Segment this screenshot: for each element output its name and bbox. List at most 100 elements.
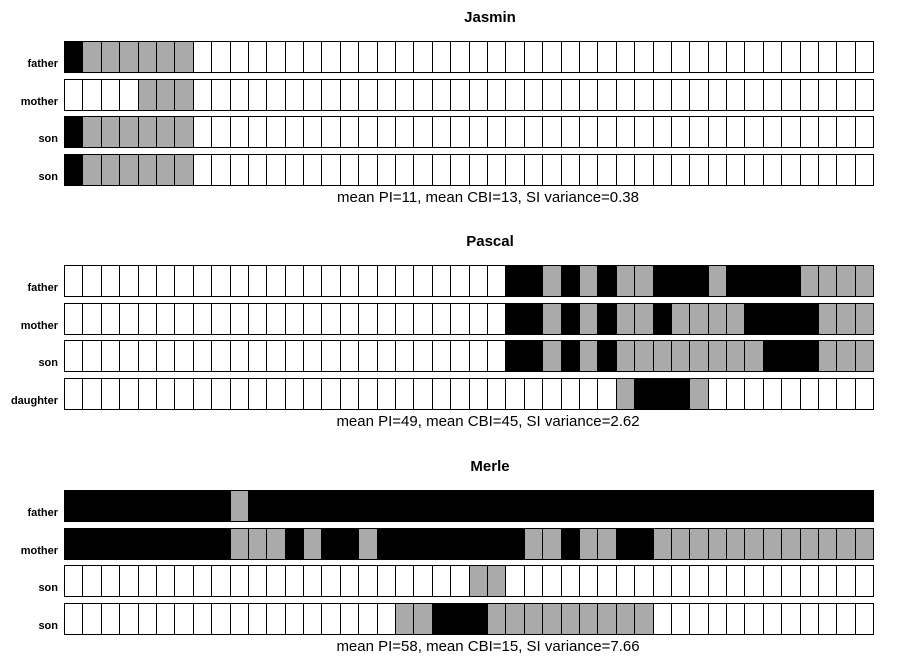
heatmap-cell xyxy=(431,527,452,560)
heatmap-cell xyxy=(854,41,875,73)
heatmap-cell xyxy=(818,490,838,522)
heatmap-cell xyxy=(652,153,672,186)
heatmap-cell xyxy=(854,340,875,372)
heatmap-row: daughter xyxy=(0,377,903,410)
heatmap-cell xyxy=(634,78,654,111)
heatmap-cell xyxy=(560,565,580,597)
heatmap-cell xyxy=(542,302,562,335)
heatmap-cell xyxy=(284,265,305,297)
heatmap-cell xyxy=(836,490,856,522)
heatmap-cell xyxy=(137,602,157,635)
heatmap-cell xyxy=(376,527,397,560)
heatmap-cell xyxy=(523,602,544,635)
heatmap-cell xyxy=(818,265,838,297)
heatmap-cell xyxy=(670,153,691,186)
heatmap-cell xyxy=(450,377,470,410)
heatmap-cell xyxy=(284,116,305,148)
heatmap-cell xyxy=(339,377,360,410)
heatmap-cell xyxy=(744,340,764,372)
heatmap-cell xyxy=(634,340,654,372)
heatmap-cell xyxy=(100,78,121,111)
heatmap-cell xyxy=(762,490,783,522)
heatmap-cell xyxy=(818,116,838,148)
heatmap-cell xyxy=(155,565,176,597)
heatmap-row: son xyxy=(0,153,903,186)
heatmap-cell xyxy=(799,116,820,148)
heatmap-cell xyxy=(762,302,783,335)
heatmap-cell xyxy=(799,265,820,297)
heatmap-cell xyxy=(578,490,599,522)
heatmap-cell xyxy=(413,377,433,410)
heatmap-cell xyxy=(450,153,470,186)
heatmap-cell xyxy=(339,153,360,186)
row-label: son xyxy=(38,619,58,632)
heatmap-cell xyxy=(836,78,856,111)
heatmap-cell xyxy=(339,490,360,522)
heatmap-cell xyxy=(689,377,709,410)
heatmap-cell xyxy=(634,377,654,410)
heatmap-cell xyxy=(431,490,452,522)
heatmap-cell xyxy=(137,340,157,372)
heatmap-cell xyxy=(486,265,507,297)
heatmap-row: son xyxy=(0,565,903,597)
heatmap-cell xyxy=(542,116,562,148)
heatmap-cell xyxy=(450,602,470,635)
cell-strip xyxy=(64,490,903,522)
heatmap-cell xyxy=(413,302,433,335)
heatmap-cell xyxy=(100,340,121,372)
heatmap-cell xyxy=(689,153,709,186)
heatmap-cell xyxy=(523,41,544,73)
heatmap-cell xyxy=(523,340,544,372)
heatmap-cell xyxy=(634,116,654,148)
heatmap-cell xyxy=(505,490,525,522)
heatmap-cell xyxy=(211,41,231,73)
heatmap-cell xyxy=(376,565,397,597)
row-label: father xyxy=(27,58,58,70)
heatmap-cell xyxy=(670,340,691,372)
heatmap-cell xyxy=(64,565,84,597)
heatmap-cell xyxy=(578,265,599,297)
heatmap-cell xyxy=(486,78,507,111)
heatmap-cell xyxy=(100,153,121,186)
heatmap-cell xyxy=(321,340,341,372)
heatmap-cell xyxy=(413,602,433,635)
heatmap-cell xyxy=(762,340,783,372)
heatmap-cell xyxy=(597,527,617,560)
heatmap-cell xyxy=(597,265,617,297)
heatmap-cell xyxy=(247,565,268,597)
heatmap-cell xyxy=(358,602,378,635)
heatmap-cell xyxy=(597,565,617,597)
heatmap-cell xyxy=(303,265,323,297)
heatmap-cell xyxy=(707,41,728,73)
row-label: mother xyxy=(20,544,58,557)
heatmap-cell xyxy=(634,490,654,522)
heatmap-cell xyxy=(155,340,176,372)
heatmap-cell xyxy=(229,340,249,372)
heatmap-cell xyxy=(431,153,452,186)
heatmap-cell xyxy=(726,377,746,410)
heatmap-cell xyxy=(155,527,176,560)
heatmap-cell xyxy=(82,265,102,297)
heatmap-cell xyxy=(284,490,305,522)
heatmap-cell xyxy=(670,565,691,597)
heatmap-cell xyxy=(652,78,672,111)
heatmap-cell xyxy=(192,527,213,560)
heatmap-cell xyxy=(689,78,709,111)
heatmap-cell xyxy=(339,527,360,560)
heatmap-cell xyxy=(762,41,783,73)
heatmap-cell xyxy=(468,265,488,297)
heatmap-cell xyxy=(542,153,562,186)
heatmap-cell xyxy=(303,565,323,597)
heatmap-cell xyxy=(634,602,654,635)
heatmap-cell xyxy=(726,265,746,297)
heatmap-cell xyxy=(836,116,856,148)
heatmap-cell xyxy=(155,41,176,73)
heatmap-cell xyxy=(358,78,378,111)
heatmap-cell xyxy=(211,302,231,335)
heatmap-cell xyxy=(155,602,176,635)
heatmap-cell xyxy=(634,527,654,560)
heatmap-cell xyxy=(542,41,562,73)
heatmap-cell xyxy=(284,41,305,73)
heatmap-cell xyxy=(82,602,102,635)
heatmap-cell xyxy=(707,565,728,597)
